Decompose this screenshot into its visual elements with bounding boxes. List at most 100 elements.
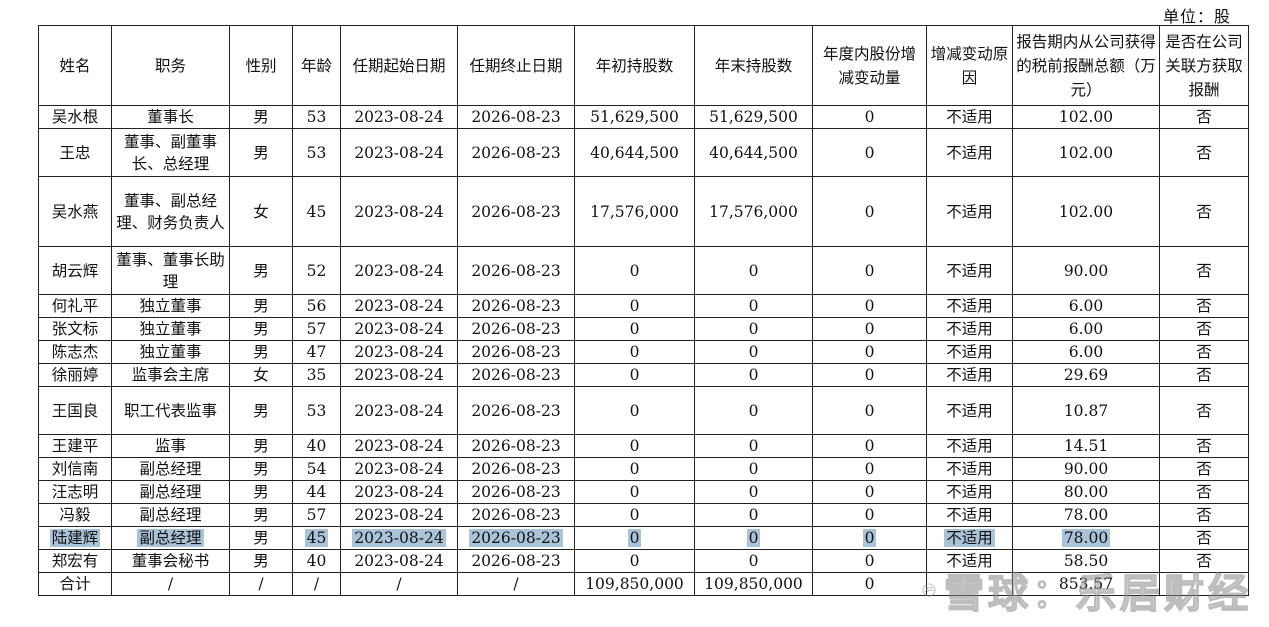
table-cell: 90.00 — [1012, 246, 1160, 295]
table-cell: 6.00 — [1012, 294, 1160, 318]
table-cell: 0 — [812, 572, 927, 596]
table-cell: 何礼平 — [38, 294, 112, 318]
table-cell: 男 — [229, 503, 293, 527]
highlighted-text: 副总经理 — [137, 529, 204, 547]
table-cell: 男 — [229, 340, 293, 364]
table-cell: 董事、副董事长、总经理 — [111, 128, 230, 177]
table-header-row: 姓名 职务 性别 年龄 任期起始日期 任期终止日期 年初持股数 年末持股数 年度内股份增减变动量… — [38, 25, 1249, 106]
table-row: 王忠 董事、副董事长、总经理男 53 2023-08-24 2026-08-23 40,6… — [38, 128, 1249, 177]
table-cell: / — [229, 572, 293, 596]
table-cell: 2023-08-24 — [340, 105, 458, 129]
table-cell: 0 — [574, 480, 695, 504]
table-cell: 副总经理 — [111, 526, 230, 550]
table-cell: 2026-08-23 — [457, 549, 575, 573]
table-row: 冯毅 副总经理男 57 2023-08-24 2026-08-23 0 0 0 不适用 78.00… — [38, 503, 1249, 527]
table-cell: 14.51 — [1012, 434, 1160, 458]
table-cell: 0 — [812, 480, 927, 504]
table-cell: 0 — [694, 386, 813, 435]
table-row: 汪志明 副总经理男 44 2023-08-24 2026-08-23 0 0 0 不适用 80.0… — [38, 480, 1249, 504]
table-cell: 否 — [1159, 549, 1249, 573]
table-cell: 独立董事 — [111, 340, 230, 364]
table-row: 王建平 监事男 40 2023-08-24 2026-08-23 0 0 0 不适用 14.51 否 — [38, 434, 1249, 458]
table-cell: 52 — [292, 246, 341, 295]
table-cell: 徐丽婷 — [38, 363, 112, 387]
table-cell: 不适用 — [926, 128, 1013, 177]
table-cell: 不适用 — [926, 317, 1013, 341]
column-header: 任期起始日期 — [340, 25, 458, 106]
table-cell: 0 — [812, 526, 927, 550]
table-cell: 男 — [229, 246, 293, 295]
table-cell: 0 — [694, 294, 813, 318]
table-cell: 不适用 — [926, 294, 1013, 318]
table-cell: 0 — [812, 503, 927, 527]
table-cell: 否 — [1159, 340, 1249, 364]
table-cell: 职工代表监事 — [111, 386, 230, 435]
table-cell: 否 — [1159, 176, 1249, 247]
table-cell: 0 — [694, 363, 813, 387]
table-cell: 2026-08-23 — [457, 128, 575, 177]
table-cell: 副总经理 — [111, 480, 230, 504]
table-cell: 0 — [694, 317, 813, 341]
table-cell: 0 — [574, 457, 695, 481]
table-cell: / — [292, 572, 341, 596]
highlighted-text: 2026-08-23 — [469, 529, 563, 547]
table-cell: 0 — [812, 176, 927, 247]
table-cell: 57 — [292, 317, 341, 341]
table-cell: 17,576,000 — [574, 176, 695, 247]
table-cell: 合计 — [38, 572, 112, 596]
table-cell: 29.69 — [1012, 363, 1160, 387]
table-cell: / — [340, 572, 458, 596]
table-cell: 2026-08-23 — [457, 434, 575, 458]
table-cell: 冯毅 — [38, 503, 112, 527]
table-cell: 0 — [574, 294, 695, 318]
table-cell: 80.00 — [1012, 480, 1160, 504]
highlighted-text: 陆建辉 — [49, 529, 101, 547]
column-header: 性别 — [229, 25, 293, 106]
table-cell: 0 — [812, 457, 927, 481]
table-cell: 40 — [292, 434, 341, 458]
table-cell: 女 — [229, 363, 293, 387]
table-cell: 2023-08-24 — [340, 480, 458, 504]
table-cell: 17,576,000 — [694, 176, 813, 247]
table-cell: 0 — [694, 549, 813, 573]
table-cell: 不适用 — [926, 386, 1013, 435]
table-row: 陆建辉 副总经理 男 45 2023-08-24 2026-08-23 0 0 0 不适用 78.0… — [38, 526, 1249, 550]
table-cell: 监事会主席 — [111, 363, 230, 387]
table-cell: 女 — [229, 176, 293, 247]
table-cell: 男 — [229, 386, 293, 435]
table-cell: 53 — [292, 386, 341, 435]
table-cell: 否 — [1159, 480, 1249, 504]
table-cell: 45 — [292, 176, 341, 247]
table-cell: 0 — [694, 246, 813, 295]
table-cell: 男 — [229, 105, 293, 129]
table-cell: 109,850,000 — [694, 572, 813, 596]
column-header: 职务 — [111, 25, 230, 106]
column-header: 增减变动原因 — [926, 25, 1013, 106]
table-cell: 45 — [292, 526, 341, 550]
column-header: 姓名 — [38, 25, 112, 106]
table-cell: 0 — [812, 363, 927, 387]
highlighted-text: 0 — [627, 529, 642, 547]
table-cell: 51,629,500 — [694, 105, 813, 129]
table-cell: 0 — [694, 480, 813, 504]
table-cell: 2023-08-24 — [340, 176, 458, 247]
table-cell: 独立董事 — [111, 317, 230, 341]
table-cell: 否 — [1159, 386, 1249, 435]
table-cell: 2023-08-24 — [340, 294, 458, 318]
table-cell: 0 — [694, 457, 813, 481]
table-cell: 陆建辉 — [38, 526, 112, 550]
table-cell: 否 — [1159, 128, 1249, 177]
table-cell: 陈志杰 — [38, 340, 112, 364]
table-cell: 0 — [812, 294, 927, 318]
highlighted-text: 45 — [304, 529, 329, 547]
table-row: 徐丽婷 监事会主席女 35 2023-08-24 2026-08-23 0 0 0 不适用 29.… — [38, 363, 1249, 387]
column-header: 报告期内从公司获得的税前报酬总额（万元） — [1012, 25, 1160, 106]
table-cell: 2026-08-23 — [457, 105, 575, 129]
table-cell: 吴水根 — [38, 105, 112, 129]
table-cell: 10.87 — [1012, 386, 1160, 435]
table-cell: 6.00 — [1012, 317, 1160, 341]
table-cell: 0 — [694, 340, 813, 364]
table-cell: 0 — [574, 434, 695, 458]
table-cell: 男 — [229, 526, 293, 550]
table-cell: 0 — [812, 386, 927, 435]
